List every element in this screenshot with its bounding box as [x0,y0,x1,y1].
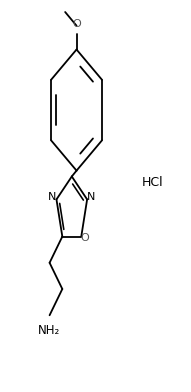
Text: N: N [48,192,57,202]
Text: N: N [87,192,96,202]
Text: O: O [81,234,89,243]
Text: O: O [72,19,81,29]
Text: NH₂: NH₂ [37,324,60,337]
Text: HCl: HCl [142,176,163,189]
